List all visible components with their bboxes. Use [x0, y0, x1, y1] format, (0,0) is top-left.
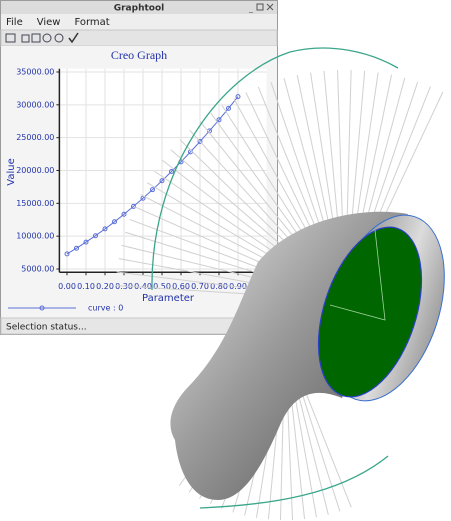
menu-item[interactable]: Format — [74, 17, 109, 28]
zoom-in-icon[interactable] — [42, 33, 52, 43]
x-tick-label: 0.10 — [77, 282, 95, 291]
x-tick-label: 0.40 — [134, 282, 152, 291]
menu-item[interactable]: View — [37, 17, 61, 28]
toolbar-icons — [5, 32, 79, 44]
y-tick-label: 10000.00 — [16, 232, 54, 241]
x-tick-label: 0.90 — [229, 282, 247, 291]
zoom-out-icon[interactable] — [54, 33, 64, 43]
toolbar — [0, 29, 278, 47]
x-tick-label: 0.50 — [153, 282, 171, 291]
y-tick-label: 15000.00 — [16, 199, 54, 208]
x-axis-label: Parameter — [142, 293, 195, 304]
legend-label: curve : 0 — [88, 304, 123, 313]
data-point — [83, 239, 89, 245]
x-tick-label: 0.80 — [210, 282, 228, 291]
y-tick-label: 25000.00 — [16, 133, 54, 142]
guide-curve — [199, 455, 389, 509]
data-point — [226, 105, 231, 111]
data-point — [74, 245, 79, 251]
face — [317, 226, 423, 398]
3d-model — [115, 47, 445, 520]
guide-curve — [151, 47, 399, 291]
y-tick-label: 20000.00 — [16, 166, 54, 175]
check-icon[interactable] — [68, 32, 79, 44]
status-text: Selection status... — [6, 323, 87, 333]
data-point — [235, 94, 241, 100]
menu-item[interactable]: File — [6, 17, 23, 28]
data-point — [64, 251, 70, 257]
series-line — [66, 96, 239, 255]
print-icon[interactable] — [5, 33, 16, 43]
window-title: Graphtool — [114, 4, 165, 14]
menu-bar: File View Format — [6, 17, 110, 28]
title-bar — [1, 1, 277, 14]
data-point — [159, 178, 165, 184]
maximize-button[interactable] — [256, 3, 264, 11]
x-tick-label: 0.70 — [191, 282, 209, 291]
data-point — [131, 203, 136, 209]
tool-icon[interactable] — [21, 34, 30, 43]
tool-icon[interactable] — [31, 33, 41, 43]
y-tick-label: 5000.00 — [21, 265, 54, 274]
data-point — [150, 187, 155, 193]
x-tick-label: 0.20 — [96, 282, 114, 291]
data-point — [216, 117, 222, 123]
data-point — [169, 168, 174, 174]
x-tick-label: 0.60 — [172, 282, 190, 291]
data-point — [121, 211, 127, 217]
minimize-button[interactable]: _ — [248, 4, 254, 13]
y-tick-label: 35000.00 — [16, 67, 54, 76]
y-axis-label: Value — [6, 158, 17, 185]
plot: 5000.00 10000.00 15000.00 20000.00 25000.00 3… — [8, 67, 267, 313]
face-edge — [329, 229, 386, 321]
chart-title: Creo Graph — [111, 48, 167, 62]
window: Graphtool _ File View Format Selection sta… — [0, 0, 278, 335]
data-point — [93, 233, 98, 239]
legend-marker — [39, 305, 45, 311]
data-point — [112, 219, 117, 225]
y-tick-label: 30000.00 — [16, 100, 54, 109]
close-button[interactable] — [266, 3, 274, 11]
data-point — [197, 139, 203, 145]
x-tick-label: 0.00 — [58, 282, 76, 291]
data-point — [102, 226, 108, 232]
